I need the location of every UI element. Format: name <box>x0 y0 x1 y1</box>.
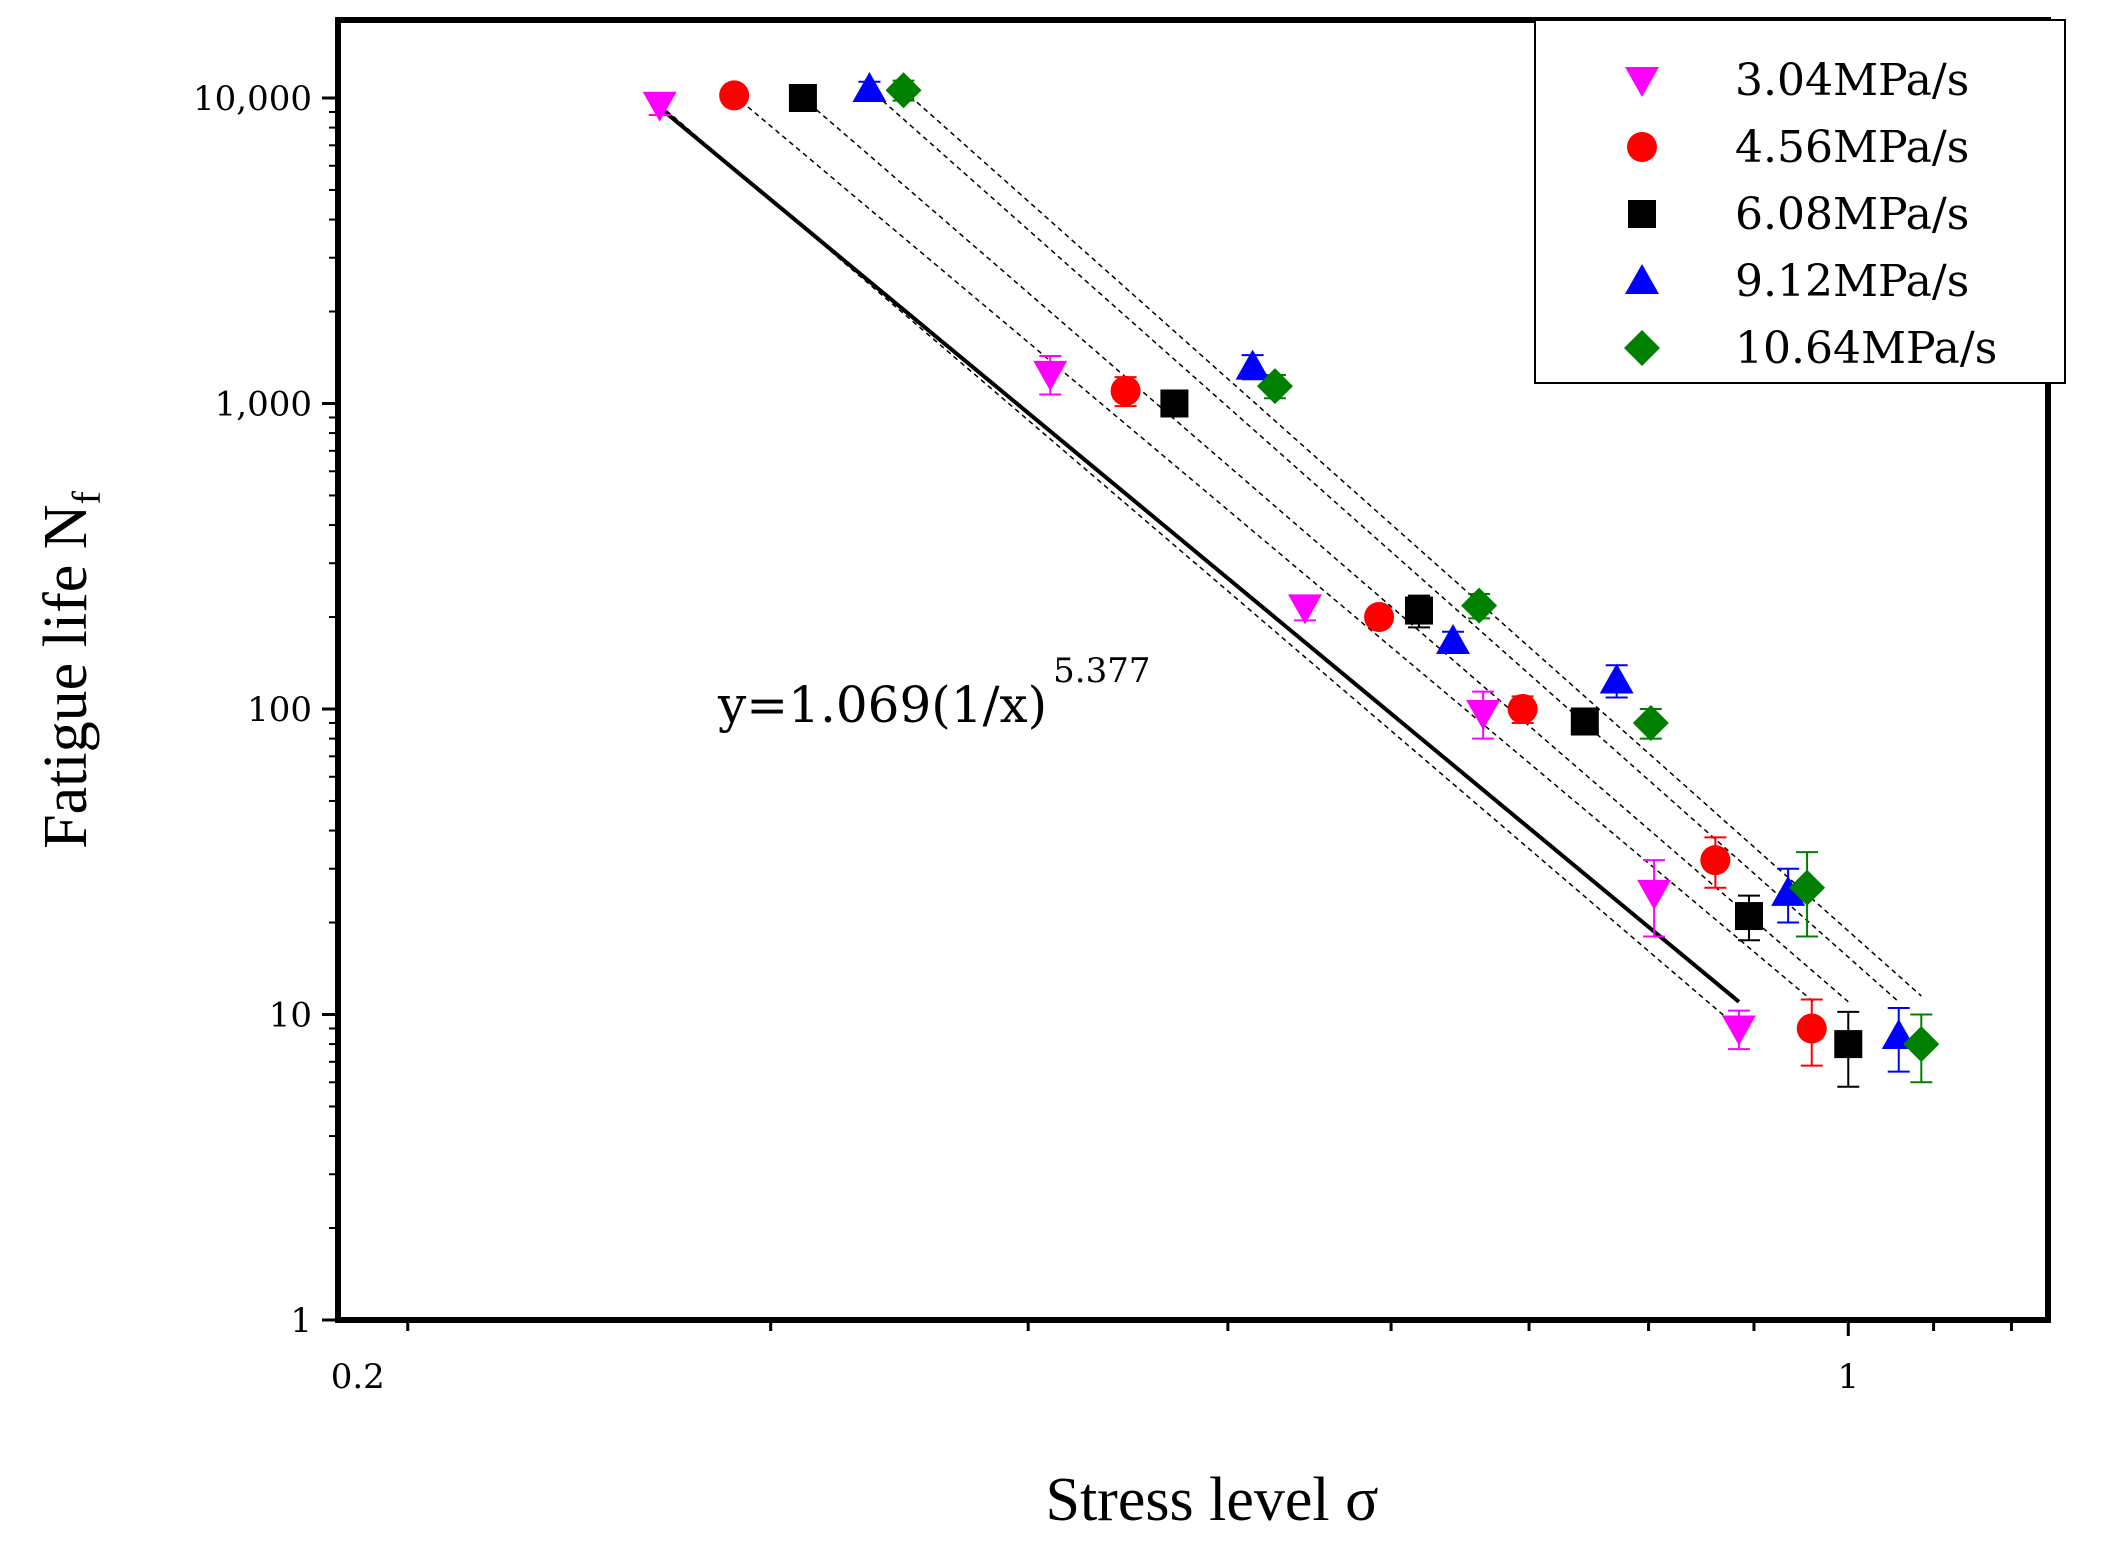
x-tick-label: 0.2 <box>331 1357 385 1397</box>
x-axis-title: Stress level σ <box>1045 1466 1378 1534</box>
data-point-series-1-6 <box>1721 1015 1756 1046</box>
y-tick-label: 1 <box>290 1301 312 1341</box>
y-tick-label: 1,000 <box>215 384 312 424</box>
data-point-series-5-1 <box>885 72 922 109</box>
legend-entry: 6.08MPa/s <box>1628 189 1969 240</box>
data-point-series-3-5 <box>1734 902 1763 931</box>
data-point-series-3-6 <box>1834 1030 1863 1059</box>
legend-entry: 4.56MPa/s <box>1627 122 1969 173</box>
y-axis-title: Fatigue life Nf <box>32 490 109 848</box>
y-tick-label: 100 <box>247 690 312 730</box>
legend-box <box>1534 19 2066 384</box>
data-point-series-1-1 <box>642 91 677 122</box>
legend-entry: 9.12MPa/s <box>1625 256 1969 307</box>
data-point-series-2-4 <box>1507 693 1538 724</box>
data-point-series-3-1 <box>788 83 817 112</box>
data-point-series-1-5 <box>1637 879 1672 910</box>
legend-label: 4.56MPa/s <box>1735 122 1969 173</box>
data-point-series-5-4 <box>1632 704 1669 741</box>
data-point-series-5-6 <box>1903 1026 1940 1063</box>
trend-line-series-2 <box>733 94 1815 1003</box>
plot-frame <box>335 17 2051 1323</box>
data-point-series-1-4 <box>1466 700 1501 731</box>
fit-equation-annotation: y=1.069(1/x)5.377 <box>717 651 1151 734</box>
data-point-series-3-3 <box>1404 596 1433 625</box>
x-tick-label: 1 <box>1837 1357 1859 1397</box>
y-tick-label: 10,000 <box>193 79 312 119</box>
data-point-series-3-2 <box>1160 389 1189 418</box>
data-point-series-2-1 <box>719 80 750 111</box>
data-point-series-2-5 <box>1700 845 1731 876</box>
data-point-series-4-2 <box>1235 349 1270 380</box>
legend-marker-3 <box>1628 200 1656 228</box>
legend: 3.04MPa/s 4.56MPa/s 6.08MPa/s 9.12MPa/s 10.6… <box>1534 19 2066 384</box>
data-point-series-4-3 <box>1436 623 1471 654</box>
legend-marker-1 <box>1625 67 1659 97</box>
y-tick-label: 10 <box>269 995 312 1035</box>
trend-line-series-4 <box>868 88 1900 1003</box>
legend-label: 9.12MPa/s <box>1735 256 1969 307</box>
legend-marker-5 <box>1624 330 1660 366</box>
data-point-series-1-3 <box>1288 594 1323 625</box>
legend-entry: 10.64MPa/s <box>1624 323 1997 374</box>
legend-marker-4 <box>1625 264 1659 294</box>
data-point-series-2-3 <box>1364 602 1395 633</box>
axis-tick-labels: 1 10 100 1,000 10,000 0.2 1 <box>193 79 1859 1397</box>
axis-ticks <box>322 96 2013 1336</box>
data-point-series-1-2 <box>1033 360 1068 391</box>
legend-label: 3.04MPa/s <box>1735 55 1969 106</box>
data-point-series-5-2 <box>1256 368 1293 405</box>
data-markers <box>642 72 1940 1063</box>
legend-label: 6.08MPa/s <box>1735 189 1969 240</box>
data-point-series-5-3 <box>1461 587 1498 624</box>
fit-line-layer <box>654 103 1741 1004</box>
legend-marker-2 <box>1627 132 1657 162</box>
data-point-series-4-4 <box>1599 663 1634 694</box>
fit-line <box>654 103 1741 1004</box>
legend-label: 10.64MPa/s <box>1735 323 1997 374</box>
data-point-series-2-6 <box>1796 1013 1827 1044</box>
data-point-series-4-1 <box>852 72 887 103</box>
legend-entry: 3.04MPa/s <box>1625 55 1969 106</box>
y-axis-title-subscript: f <box>64 490 109 504</box>
data-point-series-5-5 <box>1789 869 1826 906</box>
data-point-series-4-5 <box>1771 875 1806 906</box>
data-point-series-2-2 <box>1110 375 1141 406</box>
fit-equation-exponent: 5.377 <box>1053 651 1150 691</box>
fit-equation-base: y=1.069(1/x) <box>717 676 1047 734</box>
trend-line-series-5 <box>903 89 1922 997</box>
y-axis-title-main: Fatigue life N <box>32 504 100 848</box>
data-point-series-3-4 <box>1570 707 1599 736</box>
